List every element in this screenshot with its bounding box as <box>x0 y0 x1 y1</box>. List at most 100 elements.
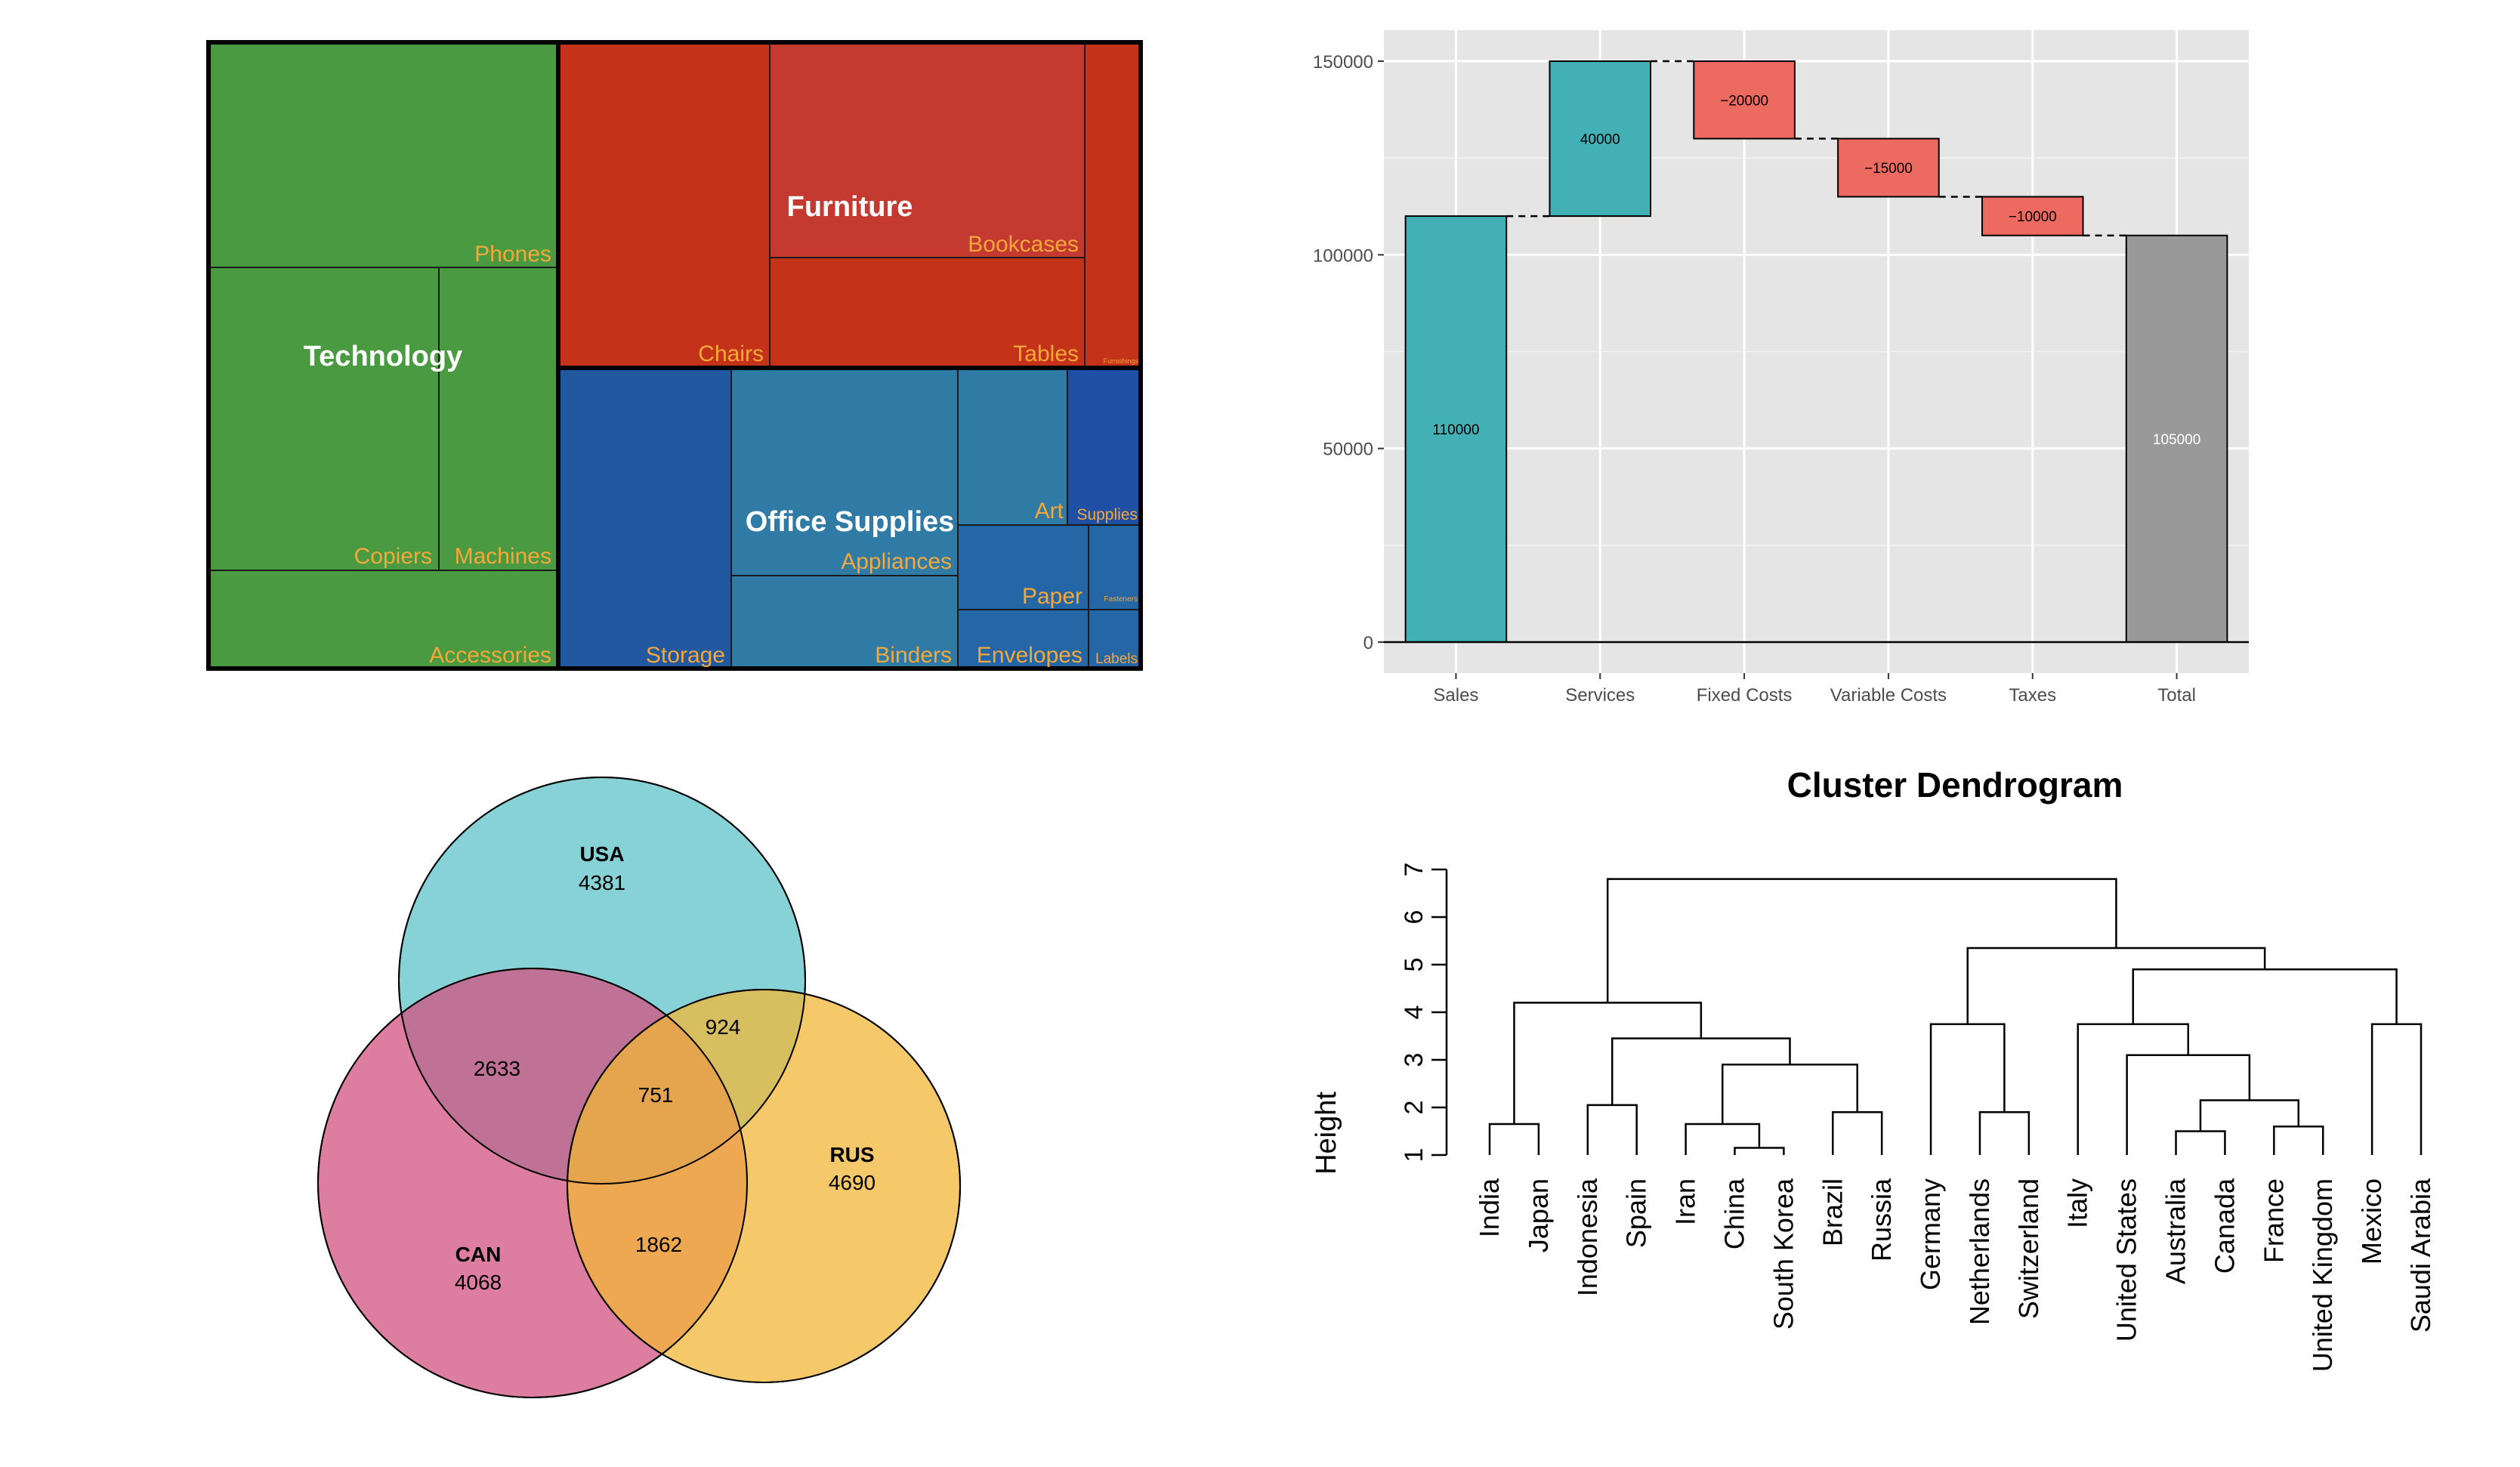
treemap-label-copiers: Copiers <box>354 544 432 569</box>
dendrogram-leaf-india: India <box>1474 1178 1505 1237</box>
dendrogram-ytick-label: 1 <box>1400 1148 1428 1163</box>
dendrogram-leaf-south-korea: South Korea <box>1768 1178 1799 1330</box>
dendrogram-link <box>2126 1054 2251 1155</box>
treemap-tile-supplies <box>1067 367 1141 526</box>
waterfall-bar-label-sales: 110000 <box>1432 422 1479 438</box>
treemap-tile-fasteners <box>1088 524 1141 610</box>
treemap-label-bookcases: Bookcases <box>968 232 1079 257</box>
waterfall-bar-taxes <box>1981 196 2084 236</box>
venn-intersection-usa-rus: 924 <box>706 1015 741 1039</box>
waterfall-xtick-label-total: Total <box>2157 685 2196 706</box>
treemap-tile-phones <box>208 42 559 268</box>
treemap-label-phones: Phones <box>474 242 551 267</box>
treemap-label-storage: Storage <box>646 643 725 668</box>
treemap-tile-copiers <box>208 267 440 571</box>
dendrogram-link <box>2132 968 2398 1024</box>
venn-set-name-usa: USA <box>579 842 624 866</box>
dendrogram-link <box>1488 1123 1540 1155</box>
dendrogram-link <box>1978 1111 2031 1155</box>
dendrogram-link <box>1734 1147 1785 1155</box>
dendrogram-ytick-label: 3 <box>1400 1053 1428 1067</box>
treemap-tile-art <box>957 367 1068 526</box>
waterfall-ytick-label: 150000 <box>1313 52 1373 73</box>
treemap-label-machines: Machines <box>455 544 551 569</box>
waterfall-axes: 0 50000 100000 150000 Sales Services Fixed Cos… <box>1313 52 2196 706</box>
treemap-tile-storage <box>557 367 732 669</box>
waterfall-xtick-label-sales: Sales <box>1433 685 1478 706</box>
dendrogram-link <box>1611 1037 1791 1105</box>
dendrogram-ylabel: Height <box>1311 1092 1342 1175</box>
treemap-group-label-technology: Technology <box>304 341 462 372</box>
dendrogram-link <box>2077 1023 2189 1155</box>
dendrogram-ytick-label: 5 <box>1400 958 1428 972</box>
treemap-tile-tables <box>769 257 1086 369</box>
treemap-label-chairs: Chairs <box>698 341 764 366</box>
dendrogram-leaf-switzerland: Switzerland <box>2013 1178 2044 1319</box>
waterfall-xtick-label-variable-costs: Variable Costs <box>1830 685 1947 706</box>
waterfall-xtick-label-fixed-costs: Fixed Costs <box>1697 685 1793 706</box>
treemap-tile-machines <box>438 267 559 571</box>
dendrogram-link <box>1929 1023 2006 1155</box>
waterfall-bar-fixed-costs <box>1693 60 1796 140</box>
venn-circle-rus <box>567 989 961 1383</box>
dendrogram-leaf-saudi-arabia: Saudi Arabia <box>2405 1178 2436 1333</box>
waterfall-bar-label-fixed-costs: −20000 <box>1720 93 1768 109</box>
dendrogram-link <box>1722 1064 1858 1125</box>
waterfall-chart: 110000 40000 −20000 −15000 −10000 105000 0 500… <box>1313 30 2249 706</box>
dendrogram-links <box>1488 878 2423 1155</box>
treemap-tile-labels <box>1088 609 1141 669</box>
dendrogram-link <box>2273 1125 2324 1155</box>
dendrogram-leaf-netherlands: Netherlands <box>1964 1178 1995 1325</box>
dendrogram-link <box>1685 1123 1761 1155</box>
dendrogram-leaf-indonesia: Indonesia <box>1572 1178 1603 1296</box>
dendrogram-y-axis: 1 2 3 4 5 6 7 <box>1400 863 1448 1163</box>
dendrogram-leaf-china: China <box>1719 1178 1749 1249</box>
dendrogram-ytick-label: 7 <box>1400 863 1428 877</box>
treemap-label-fasteners: Fasteners <box>1104 595 1138 604</box>
treemap-label-binders: Binders <box>875 643 952 668</box>
treemap-chart: Phones Copiers Machines Accessories Chai… <box>206 40 1143 671</box>
treemap-tile-appliances <box>730 367 959 576</box>
venn-set-value-rus: 4690 <box>829 1171 876 1194</box>
venn-intersection-all: 751 <box>638 1083 674 1107</box>
venn-diagram: USA 4381 CAN 4068 RUS 4690 2633 924 1862… <box>317 777 961 1398</box>
dendrogram-leaf-spain: Spain <box>1621 1178 1652 1248</box>
waterfall-ytick-label: 100000 <box>1313 246 1373 266</box>
dendrogram-link <box>2370 1023 2423 1155</box>
treemap-group-office-supplies-border <box>556 366 1143 671</box>
dendrogram-link <box>2175 1130 2226 1155</box>
dendrogram-leaf-canada: Canada <box>2209 1178 2240 1274</box>
waterfall-bar-sales <box>1404 215 1508 643</box>
treemap-tile-binders <box>730 575 959 669</box>
dendrogram-ytick-label: 2 <box>1400 1101 1428 1115</box>
dendrogram-leaf-germany: Germany <box>1915 1178 1946 1290</box>
dendrogram-leaf-united-kingdom: United Kingdom <box>2307 1178 2338 1372</box>
treemap-label-supplies: Supplies <box>1076 506 1138 523</box>
waterfall-bar-services <box>1549 60 1652 218</box>
treemap-label-art: Art <box>1035 499 1064 523</box>
waterfall-bar-label-services: 40000 <box>1580 132 1620 148</box>
treemap-label-tables: Tables <box>1013 341 1079 366</box>
dendrogram-leaf-italy: Italy <box>2062 1178 2093 1228</box>
dendrogram-leaf-mexico: Mexico <box>2356 1178 2387 1265</box>
waterfall-bar-variable-costs <box>1837 137 1940 198</box>
waterfall-bar-total <box>2125 234 2228 643</box>
dendrogram-leaf-brazil: Brazil <box>1817 1178 1848 1246</box>
dendrogram-ytick-label: 4 <box>1400 1005 1428 1020</box>
dendrogram-title: Cluster Dendrogram <box>1787 765 2123 805</box>
treemap-tile-chairs <box>557 42 771 369</box>
treemap-tile-accessories <box>208 570 559 669</box>
dendrogram-link <box>1832 1111 1883 1155</box>
waterfall-ytick-label: 50000 <box>1323 440 1373 460</box>
treemap-group-label-furniture: Furniture <box>787 191 913 223</box>
waterfall-bar-label-taxes: −10000 <box>2009 209 2057 225</box>
venn-intersection-usa-can: 2633 <box>474 1057 520 1080</box>
treemap-label-envelopes: Envelopes <box>977 643 1082 668</box>
dendrogram-leaf-russia: Russia <box>1866 1178 1897 1262</box>
waterfall-bar-label-variable-costs: −15000 <box>1864 161 1913 177</box>
treemap-label-paper: Paper <box>1022 584 1082 609</box>
treemap-group-label-office-supplies: Office Supplies <box>746 506 955 538</box>
dendrogram-link <box>1966 947 2266 1024</box>
dendrogram-leaf-labels: India Japan Indonesia Spain Iran China South K… <box>1474 1178 2436 1372</box>
